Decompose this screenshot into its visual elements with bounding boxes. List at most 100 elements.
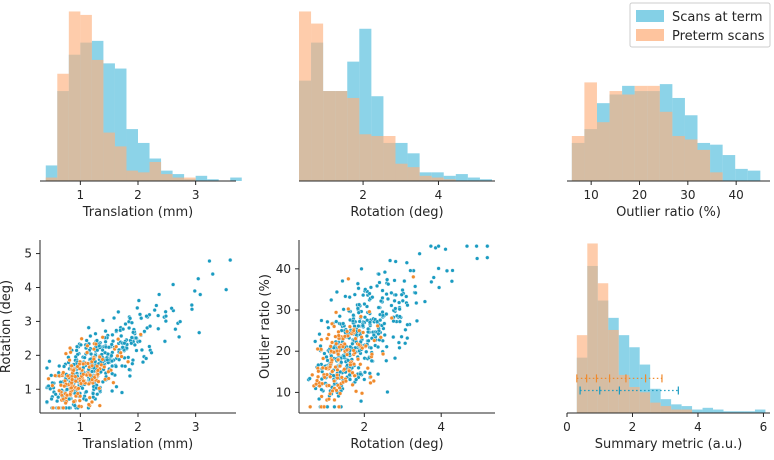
scatter-point (326, 325, 331, 330)
scatter-point (50, 405, 56, 411)
bar (184, 177, 196, 181)
series-preterm-scans (571, 82, 723, 181)
bar (207, 179, 219, 181)
scatter-point (384, 311, 389, 317)
scatter-point (323, 366, 329, 371)
scatter-point (228, 257, 233, 263)
scatter-point (95, 392, 100, 397)
y-tick-label: 30 (276, 303, 291, 317)
scatter-point (74, 348, 79, 353)
scatter-point (391, 319, 396, 324)
scatter-point (399, 292, 404, 297)
scatter-point (337, 363, 343, 369)
scatter-point (436, 244, 441, 249)
scatter-point (73, 354, 78, 359)
scatter-point (343, 294, 348, 299)
scatter-point (138, 332, 143, 337)
scatter-point (367, 291, 372, 296)
bar (138, 142, 150, 181)
bar (114, 146, 127, 181)
x-tick-label: 4 (437, 420, 445, 434)
scatter-point (127, 373, 133, 379)
scatter-point (125, 359, 131, 364)
y-tick-label: 40 (276, 262, 291, 276)
scatter-point (69, 385, 74, 390)
scatter-point (171, 282, 176, 287)
scatter-point (128, 316, 133, 321)
scatter-point (332, 324, 337, 329)
scatter-point (399, 334, 404, 339)
scatter-point (380, 351, 386, 357)
legend-swatch-term (636, 10, 664, 22)
scatter-point (368, 285, 374, 290)
bar (634, 85, 648, 181)
scatter-point (56, 405, 61, 411)
scatter-point (86, 325, 91, 330)
scatter-point (397, 345, 402, 350)
y-tick-label: 4 (24, 280, 32, 294)
bar (407, 167, 420, 181)
bar (114, 68, 127, 181)
scatter-point (361, 293, 366, 298)
scatter-point (326, 383, 332, 388)
scatter-point (119, 390, 125, 395)
scatter-point (127, 325, 132, 331)
y-axis-label: Outlier ratio (%) (258, 274, 273, 379)
scatter-point (100, 318, 106, 323)
scatter-point (105, 357, 110, 362)
scatter-point (57, 363, 62, 369)
scatter-point (386, 282, 391, 287)
scatter-point (362, 315, 368, 320)
scatter-point (114, 328, 119, 333)
x-tick-label: 2 (134, 188, 142, 202)
bar (335, 91, 348, 181)
scatter-point (319, 387, 324, 392)
scatter-point (163, 309, 168, 314)
y-tick-label: 2 (24, 348, 32, 362)
scatter-point (338, 369, 343, 375)
bar (754, 409, 766, 413)
scatter-point (122, 341, 127, 346)
x-tick-label: 3 (192, 420, 200, 434)
scatter-point (85, 343, 90, 348)
scatter-point (162, 339, 168, 344)
scatter-point (359, 266, 364, 271)
scatter-point (404, 260, 409, 265)
scatter-point (402, 278, 407, 284)
scatter-point (121, 327, 126, 332)
bar (161, 174, 173, 181)
scatter-point (106, 369, 111, 374)
bar (692, 409, 703, 413)
scatter-point (139, 347, 145, 353)
scatter-point (353, 389, 359, 394)
scatter-point (413, 284, 418, 289)
bar (671, 409, 682, 413)
scatter-point (329, 358, 335, 363)
scatter-point (156, 313, 161, 318)
scatter-point (77, 404, 82, 409)
scatter-point (75, 391, 80, 396)
scatter-point (116, 309, 121, 315)
scatter-point (116, 337, 121, 342)
legend: Scans at term Preterm scans (629, 2, 771, 48)
bar (149, 161, 162, 181)
bar (126, 170, 138, 181)
bar (681, 409, 693, 413)
scatter-point (74, 344, 80, 349)
scatter-point (385, 277, 390, 282)
x-tick-label: 0 (563, 420, 571, 434)
scatter-point (163, 314, 169, 319)
scatter-point (91, 346, 97, 352)
scatter-point (169, 306, 174, 311)
scatter-point (328, 374, 333, 379)
scatter-point (359, 335, 364, 340)
bar (684, 139, 698, 181)
bar (733, 411, 745, 413)
scatter-point (109, 358, 115, 364)
scatter-point (334, 289, 339, 295)
scatter-point (310, 372, 315, 377)
scatter-point (136, 298, 141, 303)
scatter-point (350, 318, 356, 324)
scatter-point (339, 375, 344, 380)
scatter-point (320, 381, 325, 386)
